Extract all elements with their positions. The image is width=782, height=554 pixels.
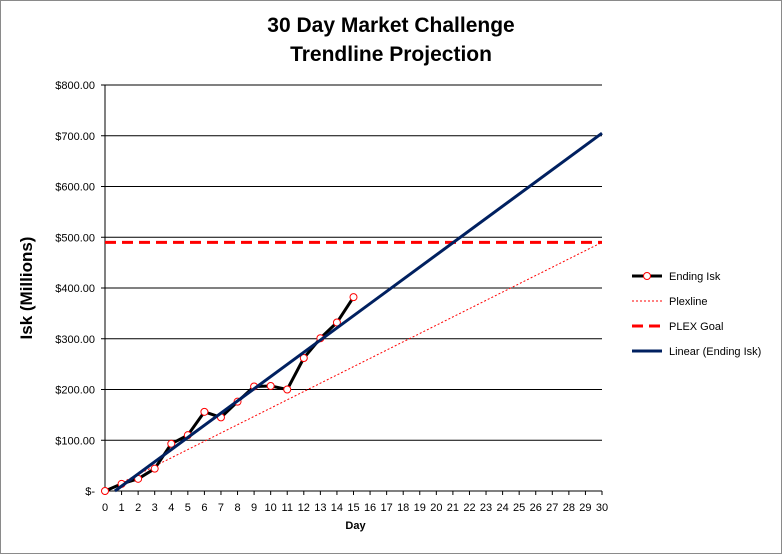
x-tick-label: 0	[102, 502, 108, 514]
axes: $- $100.00 $200.00 $300.00 $400.00 $500.00 $60…	[55, 80, 608, 514]
y-axis-title: Isk (Millions)	[17, 237, 36, 340]
data-point	[332, 318, 341, 327]
legend-label: Ending Isk	[669, 271, 721, 283]
x-tick-label: 17	[381, 502, 393, 514]
x-tick-label: 5	[185, 502, 191, 514]
x-tick-label: 14	[331, 502, 343, 514]
legend: Ending Isk Plexline PLEX Goal Linear (Endin…	[632, 271, 761, 358]
data-point	[283, 385, 292, 394]
x-tick-label: 3	[152, 502, 158, 514]
x-tick-label: 26	[530, 502, 542, 514]
x-tick-label: 25	[513, 502, 525, 514]
y-tick-label: $800.00	[55, 80, 95, 92]
x-tick-label: 28	[563, 502, 575, 514]
chart-title-line-2: Trendline Projection	[290, 43, 492, 66]
legend-marker	[643, 272, 651, 280]
y-tick-label: $500.00	[55, 232, 95, 244]
x-tick-label: 20	[430, 502, 442, 514]
gridlines	[105, 84, 602, 441]
x-tick-label: 21	[447, 502, 459, 514]
x-axis-title: Day	[345, 520, 366, 532]
y-tick-label: $600.00	[55, 182, 95, 194]
x-tick-label: 9	[251, 502, 257, 514]
x-tick-label: 22	[463, 502, 475, 514]
y-tick-label: $-	[85, 486, 95, 498]
x-tick-label: 2	[135, 502, 141, 514]
x-tick-label: 4	[168, 502, 174, 514]
series-line-ending-isk	[104, 296, 355, 493]
data-point	[101, 487, 109, 495]
x-tick-label: 15	[347, 502, 359, 514]
x-tick-label: 24	[496, 502, 508, 514]
y-tick-label: $100.00	[55, 435, 95, 447]
data-point	[167, 439, 176, 448]
x-tick-label: 30	[596, 502, 608, 514]
x-tick-label: 12	[298, 502, 310, 514]
series-line-linear-ending-isk	[114, 132, 603, 493]
chart-title: 30 Day Market Challenge Trendline Projec…	[1, 11, 781, 69]
x-tick-label: 23	[480, 502, 492, 514]
data-point	[266, 381, 275, 390]
y-tick-label: $400.00	[55, 283, 95, 295]
x-tick-label: 11	[282, 502, 293, 514]
data-point	[349, 293, 358, 302]
x-tick-label: 7	[218, 502, 224, 514]
data-point	[299, 354, 308, 363]
x-tick-label: 18	[397, 502, 409, 514]
chart-title-line-1: 30 Day Market Challenge	[267, 14, 515, 37]
x-tick-label: 16	[364, 502, 376, 514]
x-tick-label: 27	[546, 502, 558, 514]
legend-label: PLEX Goal	[669, 321, 723, 333]
y-tick-label: $300.00	[55, 334, 95, 346]
series-line-plexline	[104, 241, 603, 492]
data-point	[200, 407, 209, 416]
x-tick-label: 1	[119, 502, 125, 514]
x-tick-label: 13	[314, 502, 326, 514]
x-tick-label: 29	[579, 502, 591, 514]
data-point	[150, 464, 159, 473]
y-tick-label: $700.00	[55, 131, 95, 143]
legend-label: Linear (Ending Isk)	[669, 346, 761, 358]
series	[101, 132, 603, 495]
y-tick-label: $200.00	[55, 385, 95, 397]
x-tick-label: 19	[414, 502, 426, 514]
x-tick-label: 6	[201, 502, 207, 514]
x-tick-label: 10	[265, 502, 277, 514]
legend-label: Plexline	[669, 296, 708, 308]
x-tick-label: 8	[234, 502, 240, 514]
